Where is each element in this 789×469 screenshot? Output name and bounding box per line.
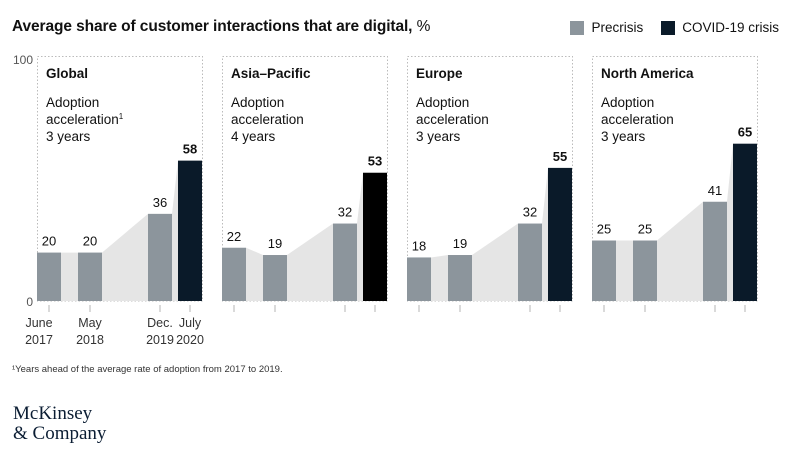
panel-note-line1-north-america: Adoption [601, 95, 654, 110]
bar-asia-pacific-4 [363, 172, 387, 301]
x-tick-label-1-line2: 2017 [25, 333, 53, 347]
bar-europe-4 [548, 167, 572, 301]
panel-note-line1-europe: Adoption [416, 95, 469, 110]
logo-line-2: & Company [13, 423, 107, 444]
bar-asia-pacific-3 [333, 223, 357, 301]
area-fill-europe [407, 167, 572, 301]
area-fill-global [37, 160, 202, 301]
data-label-europe-4: 55 [553, 149, 567, 164]
bar-asia-pacific-2 [263, 255, 287, 301]
data-label-asia-pacific-3: 32 [338, 205, 352, 220]
panel-note-line2-asia-pacific: acceleration [231, 112, 304, 127]
legend-swatch-precrisis [570, 20, 585, 35]
bar-north-america-4 [733, 143, 757, 301]
bar-north-america-1 [592, 240, 616, 301]
x-tick-label-1-line1: June [25, 316, 52, 330]
bar-asia-pacific-1 [222, 247, 246, 301]
logo-line-1: McKinsey [13, 403, 93, 424]
x-tick-label-3-line2: 2019 [146, 333, 174, 347]
data-label-europe-1: 18 [412, 238, 426, 253]
legend-label-crisis: COVID-19 crisis [682, 20, 779, 35]
bar-north-america-3 [703, 201, 727, 301]
bar-global-2 [78, 252, 102, 301]
chart-title: Average share of customer interactions t… [12, 18, 430, 36]
panel-title-europe: Europe [416, 66, 463, 81]
panel-title-asia-pacific: Asia–Pacific [231, 66, 311, 81]
data-label-asia-pacific-2: 19 [268, 236, 282, 251]
data-label-global-4: 58 [183, 142, 197, 157]
legend-item-crisis: COVID-19 crisis [661, 20, 779, 35]
data-label-europe-3: 32 [523, 205, 537, 220]
legend: Precrisis COVID-19 crisis [552, 20, 779, 35]
chart-title-text: Average share of customer interactions t… [12, 18, 413, 35]
data-label-europe-2: 19 [453, 236, 467, 251]
data-label-north-america-4: 65 [738, 125, 752, 140]
panel-note-line3-europe: 3 years [416, 129, 461, 144]
panel-title-global: Global [46, 66, 88, 81]
legend-item-precrisis: Precrisis [570, 20, 643, 35]
footnote-marker: 1 [119, 112, 124, 121]
bar-global-3 [148, 213, 172, 301]
panel-note-line2-north-america: acceleration [601, 112, 674, 127]
panel-note-line3-north-america: 3 years [601, 129, 646, 144]
chart-title-unit: % [416, 18, 431, 35]
data-label-north-america-1: 25 [597, 222, 611, 237]
x-tick-label-2-line1: May [78, 316, 102, 330]
x-tick-label-3-line1: Dec. [147, 316, 173, 330]
panel-frame-north-america [592, 56, 758, 302]
legend-swatch-crisis [661, 20, 676, 35]
bar-europe-1 [407, 257, 431, 301]
panel-note-line2-europe: acceleration [416, 112, 489, 127]
bar-north-america-2 [633, 240, 657, 301]
data-label-global-3: 36 [153, 195, 167, 210]
data-label-north-america-2: 25 [638, 222, 652, 237]
data-label-global-1: 20 [42, 234, 56, 249]
panel-title-north-america: North America [601, 66, 694, 81]
panel-frame-asia-pacific [222, 56, 388, 302]
panel-note-line2-global: acceleration1 [46, 112, 124, 127]
panel-frame-global [37, 56, 203, 302]
y-tick-label-0: 0 [26, 295, 33, 309]
x-tick-label-4-line1: July [179, 316, 202, 330]
panel-note-line3-asia-pacific: 4 years [231, 129, 276, 144]
bar-global-4 [178, 160, 202, 301]
bar-europe-3 [518, 223, 542, 301]
area-fill-asia-pacific [222, 172, 387, 301]
data-label-asia-pacific-4: 53 [368, 154, 382, 169]
bar-europe-2 [448, 255, 472, 301]
footnote: ¹Years ahead of the average rate of adop… [12, 364, 283, 375]
x-tick-label-2-line2: 2018 [76, 333, 104, 347]
area-fill-north-america [592, 143, 757, 301]
data-label-north-america-3: 41 [708, 183, 722, 198]
panel-note-line1-global: Adoption [46, 95, 99, 110]
panel-note-line3-global: 3 years [46, 129, 91, 144]
y-tick-label-100: 100 [13, 53, 33, 67]
x-tick-label-4-line2: 2020 [176, 333, 204, 347]
panel-note-line1-asia-pacific: Adoption [231, 95, 284, 110]
mckinsey-logo: McKinsey & Company [13, 404, 106, 444]
panel-frame-europe [407, 56, 573, 302]
legend-label-precrisis: Precrisis [591, 20, 644, 35]
data-label-asia-pacific-1: 22 [227, 229, 241, 244]
data-label-global-2: 20 [83, 234, 97, 249]
bar-global-1 [37, 252, 61, 301]
